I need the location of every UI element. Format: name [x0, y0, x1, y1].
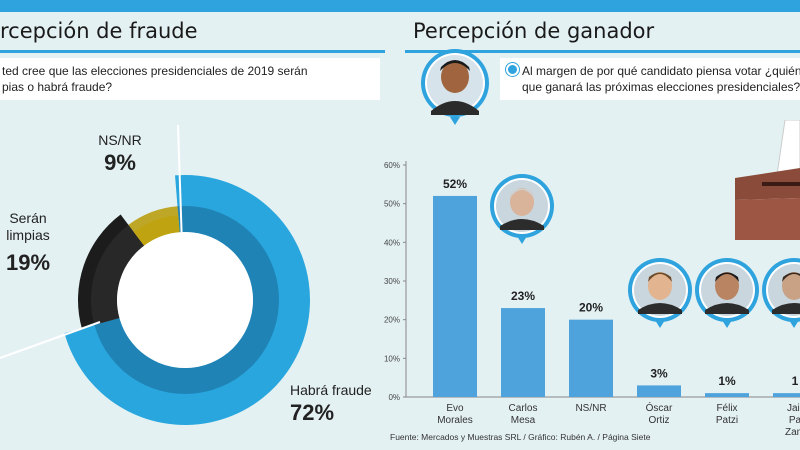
evo-morales-portrait-icon — [421, 49, 489, 125]
bar-5 — [773, 393, 800, 397]
fraud-panel-title: rcepción de fraude — [0, 19, 198, 43]
donut-label-1-line1: limpias — [6, 227, 50, 243]
fraud-question-line2: pias o habrá fraude? — [2, 80, 113, 94]
donut-value-1: 19% — [6, 250, 50, 275]
donut-label-0: Habrá fraude — [290, 382, 372, 398]
y-tick-label-0: 0% — [388, 393, 400, 402]
winner-question-line2: que ganará las próximas elecciones presi… — [522, 80, 800, 94]
y-tick-label-5: 50% — [384, 200, 400, 209]
donut-label-2: NS/NR — [98, 132, 142, 148]
winner-question-box: Al margen de por qué candidato piensa vo… — [500, 58, 800, 100]
fraud-title-underline — [0, 50, 385, 53]
donut-label-1-line0: Serán — [9, 210, 46, 226]
bar-4 — [705, 393, 749, 397]
donut-leader-clean — [0, 321, 101, 359]
candidate-portrait-4-icon — [695, 258, 759, 328]
category-label-3-line0: Óscar — [646, 401, 673, 414]
donut-inner-ring-2 — [128, 206, 180, 246]
bar-1 — [501, 308, 545, 397]
bar-value-label-0: 52% — [443, 177, 467, 191]
donut-value-2: 9% — [104, 150, 136, 175]
category-label-1-line1: Mesa — [511, 415, 536, 426]
y-tick-label-1: 10% — [384, 354, 400, 363]
category-label-2-line0: NS/NR — [575, 403, 606, 414]
bar-0 — [433, 195, 477, 397]
candidate-portrait-3-icon — [628, 258, 692, 328]
bar-value-label-2: 20% — [579, 301, 603, 315]
donut-hole — [117, 232, 253, 368]
source-note: Fuente: Mercados y Muestras SRL / Gráfic… — [390, 432, 651, 442]
donut-leader-nsnr — [177, 124, 183, 246]
bar-3 — [637, 385, 681, 397]
bar-value-label-5: 1 — [792, 374, 799, 388]
fraud-question-line1: ted cree que las elecciones presidencial… — [2, 64, 308, 78]
category-label-4-line0: Félix — [716, 403, 737, 414]
y-tick-label-4: 40% — [384, 238, 400, 247]
category-label-1-line0: Carlos — [509, 403, 538, 414]
category-label-3-line1: Ortiz — [648, 415, 669, 426]
bar-value-label-1: 23% — [511, 289, 535, 303]
top-accent-bar — [0, 0, 800, 12]
ballot-box-icon — [735, 120, 800, 240]
y-tick-label-2: 20% — [384, 316, 400, 325]
category-label-5-line0: Jair — [787, 403, 800, 414]
candidate-portrait-5-icon — [762, 258, 800, 328]
bar-value-label-3: 3% — [650, 366, 668, 380]
y-tick-label-6: 60% — [384, 161, 400, 170]
winner-panel-title: Percepción de ganador — [413, 19, 655, 43]
bar-value-label-4: 1% — [718, 374, 736, 388]
donut-inner-ring-1 — [91, 224, 145, 325]
question-bullet-icon — [506, 63, 519, 76]
bar-2 — [569, 319, 613, 397]
category-label-5-line1: Pa — [789, 415, 800, 426]
category-label-0-line0: Evo — [446, 403, 464, 414]
fraud-question-box: ted cree que las elecciones presidencial… — [0, 58, 380, 100]
winner-title-underline — [405, 50, 800, 53]
category-label-5-line2: Zam — [785, 427, 800, 438]
category-label-4-line1: Patzi — [716, 415, 738, 426]
donut-value-0: 72% — [290, 400, 334, 425]
category-label-0-line1: Morales — [437, 415, 473, 426]
winner-question-line1: Al margen de por qué candidato piensa vo… — [522, 64, 800, 78]
candidate-portrait-1-icon — [490, 174, 554, 244]
y-tick-label-3: 30% — [384, 277, 400, 286]
